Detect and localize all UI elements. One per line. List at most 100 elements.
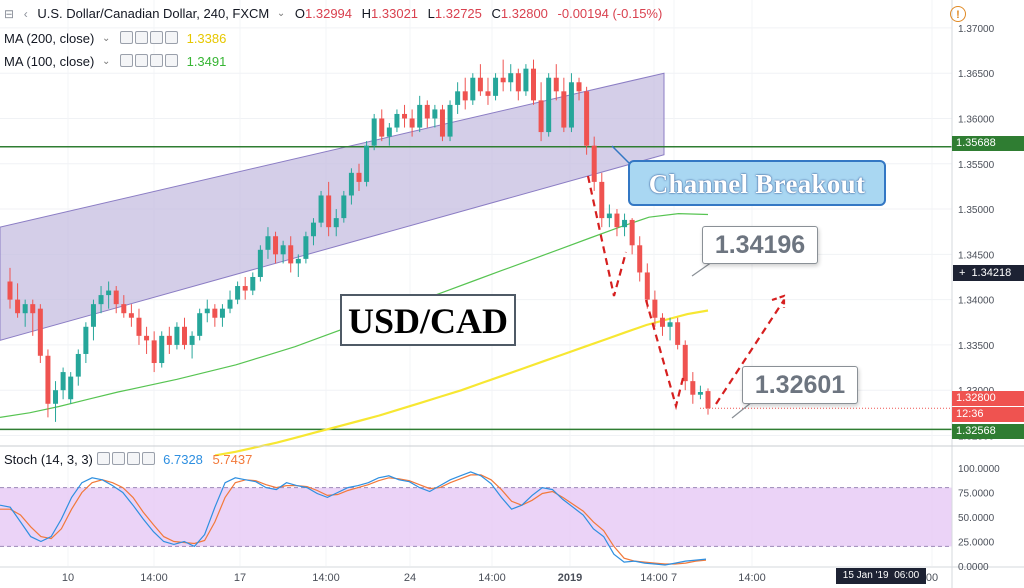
stoch-d-value: 5.7437 <box>212 452 253 468</box>
candle-body <box>432 109 438 119</box>
time-tick-label: 14:00 <box>312 572 340 584</box>
candle-body <box>455 91 461 105</box>
candle-body <box>614 213 620 228</box>
chevron-down-icon[interactable]: ⌄ <box>276 8 286 20</box>
candle-body <box>159 335 165 364</box>
chevron-down-icon[interactable]: ⌄ <box>101 33 111 45</box>
projection-arrows <box>586 145 786 419</box>
crosshair-date-tag: 15 Jan '19 06:00 <box>836 568 926 584</box>
candle-body <box>136 317 142 336</box>
open-value: 1.32994 <box>305 6 353 22</box>
eye-icon[interactable] <box>96 452 110 466</box>
stoch-label: Stoch (14, 3, 3) <box>4 452 93 468</box>
close-icon[interactable] <box>141 452 155 466</box>
price-tick-label: 1.35500 <box>958 160 995 171</box>
candle-body <box>280 245 286 255</box>
candle-body <box>705 391 711 409</box>
settings-icon[interactable] <box>134 31 148 45</box>
upper-callout-pointer <box>691 261 713 277</box>
support-price-tag: 1.32568 <box>952 424 1024 439</box>
time-tick-label: 7 <box>671 572 677 584</box>
price-tick-label: 1.35000 <box>958 205 995 216</box>
ma200-label: MA (200, close) <box>4 31 95 47</box>
candle-body <box>652 299 658 318</box>
time-tick-label: 17 <box>234 572 246 584</box>
candle-body <box>629 219 635 246</box>
settings-icon[interactable] <box>111 452 125 466</box>
candle-body <box>182 326 187 345</box>
candle-body <box>508 73 514 83</box>
candle-body <box>523 68 529 92</box>
time-tick-label: 10 <box>62 572 74 584</box>
candle-body <box>189 335 195 345</box>
candle-body <box>333 218 339 228</box>
channel-breakout-label: Channel Breakout <box>628 160 886 206</box>
candle-body <box>447 104 453 137</box>
close-icon[interactable] <box>164 54 178 68</box>
crosshair-price-tag: +1.34218 <box>953 265 1024 281</box>
callout-lower-level: 1.32601 <box>742 366 858 404</box>
warning-icon[interactable]: ! <box>950 6 966 22</box>
lock-icon[interactable] <box>149 54 163 68</box>
up-arrow-head <box>771 294 786 308</box>
eye-icon[interactable] <box>119 54 133 68</box>
ma200-legend: MA (200, close) ⌄ 1.3386 <box>4 30 226 46</box>
candle-body <box>371 118 377 146</box>
candle-body <box>394 113 400 128</box>
price-tick-label: 1.36500 <box>958 69 995 80</box>
candle-body <box>364 145 370 182</box>
candle-body <box>439 109 445 137</box>
candle-body <box>15 299 21 314</box>
candle-body <box>341 195 347 219</box>
candle-body <box>310 222 316 237</box>
candle-body <box>493 77 499 96</box>
candle-body <box>402 113 408 119</box>
candle-body <box>644 272 650 300</box>
horizontal-levels <box>0 145 952 431</box>
ma200-value: 1.3386 <box>186 31 227 47</box>
candle-body <box>462 91 468 101</box>
last-price-tag: 1.32800 <box>952 391 1024 406</box>
close-icon[interactable] <box>164 31 178 45</box>
crosshair-icon: + <box>959 267 966 279</box>
time-tick-label: 2019 <box>558 572 582 584</box>
candle-body <box>22 304 28 314</box>
candle-body <box>667 322 673 327</box>
candle-body <box>470 77 476 101</box>
symbol-title: U.S. Dollar/Canadian Dollar, 240, FXCM <box>37 6 270 22</box>
chevron-down-icon[interactable]: ⌄ <box>101 56 111 68</box>
chevron-left-icon[interactable]: ‹ <box>23 6 28 21</box>
collapse-icon[interactable]: ⊟ <box>4 6 15 21</box>
candle-body <box>326 195 332 228</box>
lock-icon[interactable] <box>126 452 140 466</box>
lock-icon[interactable] <box>149 31 163 45</box>
candle-body <box>7 281 13 300</box>
stoch-band <box>0 487 952 547</box>
settings-icon[interactable] <box>134 54 148 68</box>
candle-body <box>265 236 271 250</box>
candle-body <box>30 304 36 314</box>
pair-label: USD/CAD <box>340 294 516 346</box>
symbol-header: ⊟ ‹ U.S. Dollar/Canadian Dollar, 240, FX… <box>4 6 663 22</box>
time-tick-label: 14:00 <box>640 572 668 584</box>
price-tick-label: 1.34000 <box>958 296 995 307</box>
candle-body <box>303 236 309 259</box>
callout-upper-level: 1.34196 <box>702 226 818 264</box>
candle-body <box>659 317 665 327</box>
candle-body <box>45 355 51 404</box>
candle-body <box>113 290 119 305</box>
candle-body <box>144 335 150 341</box>
candle-body <box>227 299 233 309</box>
candle-body <box>622 219 628 228</box>
stoch-k-line <box>0 471 707 566</box>
candle-body <box>584 91 590 146</box>
time-tick-label: 00 <box>926 572 938 584</box>
ma200-line <box>214 309 709 457</box>
lower-callout-pointer <box>731 401 753 419</box>
up-arrow-line <box>715 299 785 405</box>
eye-icon[interactable] <box>119 31 133 45</box>
candle-body <box>197 313 203 336</box>
candle-body <box>98 295 104 305</box>
